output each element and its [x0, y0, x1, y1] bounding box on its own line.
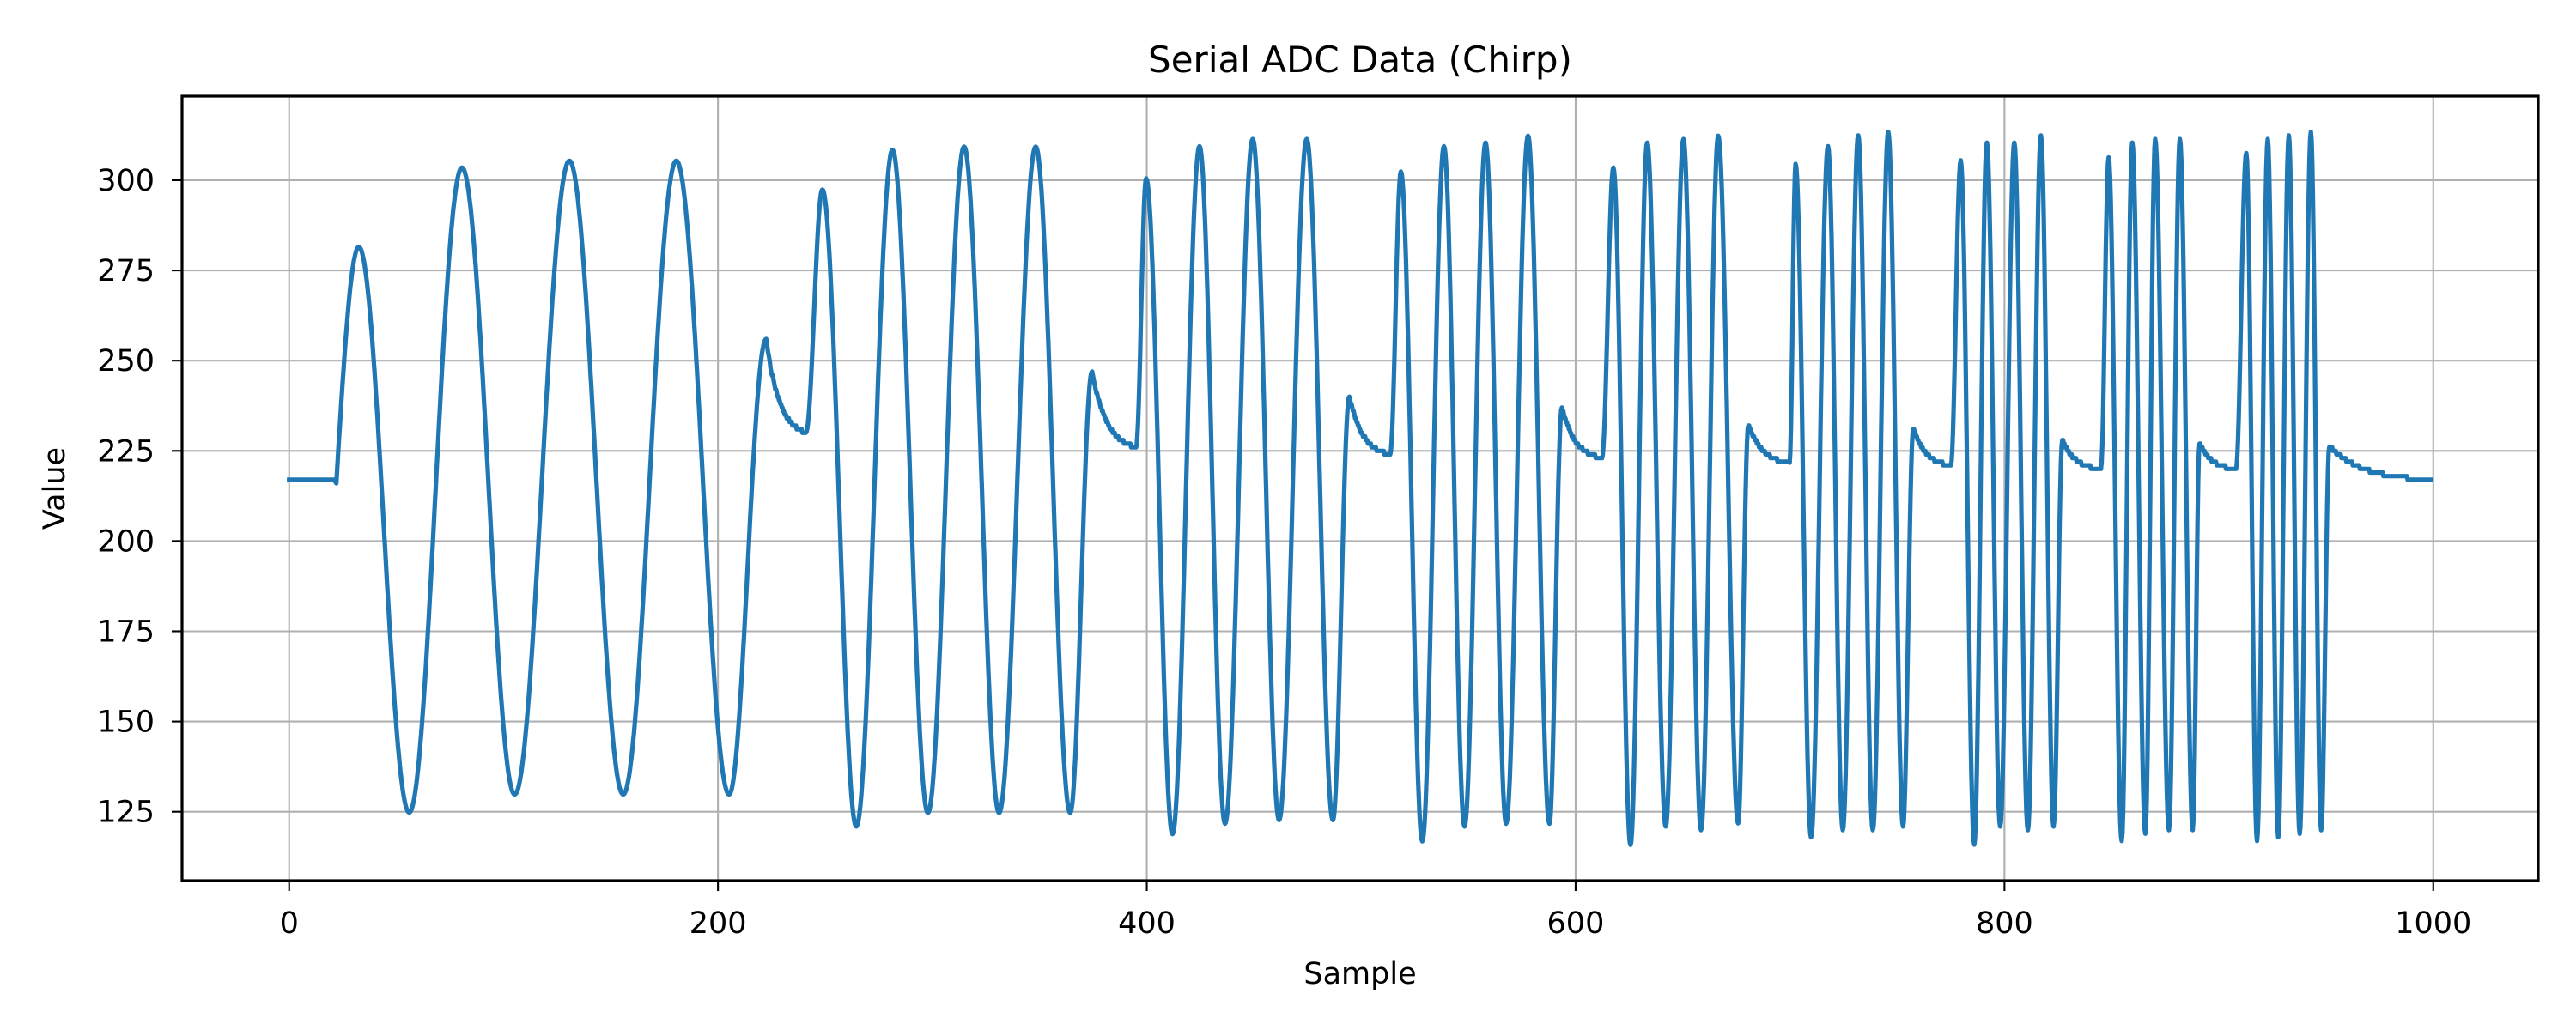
y-tick-label: 300	[97, 164, 155, 198]
y-axis-label: Value	[38, 447, 72, 530]
chart-title: Serial ADC Data (Chirp)	[1148, 39, 1572, 81]
y-tick-label: 250	[97, 344, 155, 379]
y-tick-label: 200	[97, 524, 155, 559]
x-axis-label: Sample	[1303, 957, 1416, 991]
y-axis: 125 150 175 200 225 250 275 300	[97, 164, 182, 830]
axes-frame	[180, 94, 2540, 882]
y-tick-label: 225	[97, 434, 155, 469]
y-tick-label: 275	[97, 254, 155, 288]
x-tick-label: 200	[690, 906, 747, 941]
plot-area	[180, 94, 2540, 882]
y-tick-label: 150	[97, 706, 155, 740]
x-tick-label: 1000	[2395, 906, 2471, 941]
x-tick-label: 0	[280, 906, 299, 941]
x-axis: 0 200 400 600 800 1000	[280, 881, 2471, 941]
x-tick-label: 800	[1976, 906, 2033, 941]
x-tick-label: 600	[1547, 906, 1605, 941]
y-tick-label: 125	[97, 796, 155, 830]
x-gridlines	[288, 96, 2434, 881]
y-tick-label: 175	[97, 615, 155, 649]
data-line-series	[287, 130, 2433, 847]
x-tick-label: 400	[1118, 906, 1176, 941]
